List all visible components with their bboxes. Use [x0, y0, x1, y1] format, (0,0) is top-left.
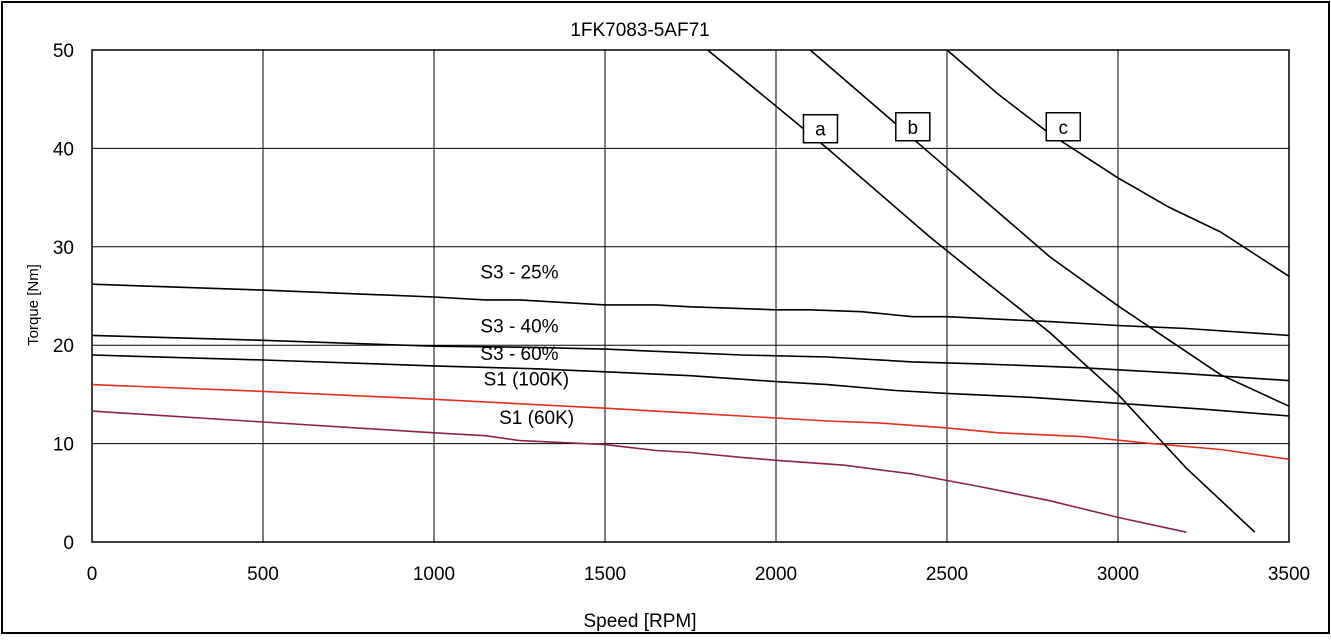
y-tick-label: 20 [53, 336, 74, 357]
box-label-b-frame [895, 112, 931, 142]
box-label-a-frame [802, 113, 839, 144]
series-s3-60-line [91, 354, 1290, 417]
x-tick-label: 0 [87, 564, 98, 585]
plot-area-border [91, 49, 1290, 543]
label-s1-60k: S1 (60K) [499, 408, 574, 429]
series-labels: S3 - 25% S3 - 40% S3 - 60% S1 (100K) S1 (60K… [480, 262, 574, 429]
y-tick-label: 50 [53, 41, 74, 62]
series-a-line [707, 49, 1256, 533]
x-tick-labels: 0 500 1000 1500 2000 2500 3000 3500 [87, 564, 1310, 585]
label-s3-60: S3 - 60% [480, 344, 558, 365]
x-tick-label: 3000 [1097, 564, 1139, 585]
box-label-c: c [1059, 118, 1069, 139]
series-s1-100k-line [91, 383, 1290, 461]
y-tick-labels: 0 10 20 30 40 50 [53, 41, 74, 554]
x-tick-label: 500 [247, 564, 279, 585]
x-tick-label: 3500 [1268, 564, 1310, 585]
label-s1-100k: S1 (100K) [484, 370, 570, 391]
x-tick-label: 1500 [584, 564, 626, 585]
y-tick-label: 30 [53, 238, 74, 259]
label-s3-40: S3 - 40% [480, 316, 558, 337]
box-label-b: b [908, 118, 919, 139]
x-tick-label: 1000 [413, 564, 455, 585]
x-tick-label: 2500 [926, 564, 968, 585]
y-tick-label: 40 [53, 139, 74, 160]
box-labels: a b c [802, 112, 1082, 144]
series-c-line [946, 49, 1290, 277]
y-axis-label: Torque [Nm] [25, 264, 42, 346]
y-tick-label: 10 [53, 435, 74, 456]
box-label-a: a [815, 120, 826, 141]
series-s3-40-line [91, 334, 1290, 382]
x-tick-label: 2000 [755, 564, 797, 585]
x-axis-label: Speed [RPM] [584, 611, 697, 632]
series-s1-60k-line [91, 410, 1187, 533]
box-label-c-frame [1045, 112, 1082, 142]
label-s3-25: S3 - 25% [480, 262, 558, 283]
y-tick-label: 0 [63, 533, 74, 554]
chart-title: 1FK7083-5AF71 [570, 20, 709, 41]
series-s3-25-line [91, 283, 1290, 337]
